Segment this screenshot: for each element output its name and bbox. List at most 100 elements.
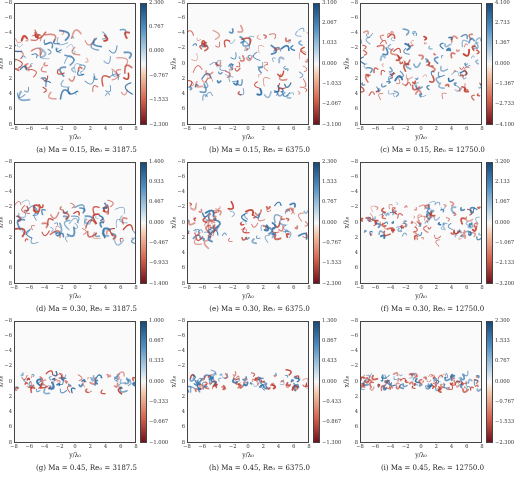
vortex-filament <box>464 87 469 91</box>
x-tick-label: −6 <box>198 444 207 450</box>
vortex-filament <box>263 90 272 99</box>
vortex-filament <box>23 379 26 382</box>
colorbar-tick-label: 3.100 <box>322 0 337 6</box>
vortex-filament <box>263 63 269 72</box>
vortex-filament <box>116 371 125 377</box>
y-tick-label: 0 <box>354 378 358 385</box>
y-tick-label: 6 <box>354 424 358 431</box>
x-tick-label: 4 <box>449 126 454 132</box>
vorticity-field-plot <box>14 3 136 125</box>
vortex-filament <box>380 207 387 214</box>
vortex-filament <box>80 70 84 76</box>
colorbar-tick-label: 2.300 <box>495 317 510 324</box>
vortex-filament <box>195 236 204 242</box>
vortex-filament <box>437 374 444 379</box>
vortex-filament <box>279 379 285 386</box>
vortex-filament <box>437 388 442 394</box>
y-tick-label: −6 <box>4 14 12 21</box>
vortex-filament <box>283 65 287 70</box>
colorbar-tick-label: −2.067 <box>322 101 342 108</box>
x-tick-label: −4 <box>40 126 49 132</box>
vortex-filament <box>39 47 47 59</box>
y-tick-label: −4 <box>350 189 358 195</box>
vortex-filament <box>369 381 374 388</box>
vortex-filament <box>379 54 386 62</box>
vortex-filament <box>425 383 431 390</box>
vortex-filament <box>15 44 23 53</box>
colorbar-tick-label: −1.000 <box>149 439 169 446</box>
vortex-filament <box>404 205 408 208</box>
vortex-filament <box>402 221 407 228</box>
vortex-filament <box>93 382 97 386</box>
y-axis-label: x/λ₀ <box>0 57 5 70</box>
vortex-filament <box>425 58 429 63</box>
vortex-filament <box>381 83 387 88</box>
vortex-filament <box>190 203 197 211</box>
vortex-filament <box>365 33 374 38</box>
y-tick-label: −4 <box>350 30 358 36</box>
colorbar-tick-label: −2.300 <box>322 280 342 287</box>
vortex-filament <box>474 222 478 226</box>
vortex-filament <box>304 87 308 92</box>
vortex-filament <box>423 35 428 41</box>
vortex-filament <box>453 70 457 73</box>
vortex-filament <box>462 229 466 234</box>
y-tick-label: −2 <box>350 45 358 52</box>
vortex-filament <box>399 61 404 65</box>
vortex-filament <box>269 382 275 387</box>
vortex-filament <box>56 379 61 384</box>
vortex-filament <box>362 44 367 50</box>
vortex-filament <box>445 386 450 391</box>
vortex-filament <box>224 70 231 78</box>
vortex-filament <box>77 66 83 72</box>
vortex-filament <box>475 59 479 65</box>
colorbar-tick-label: 1.000 <box>149 317 164 324</box>
vortex-filament <box>28 380 35 387</box>
vortex-filament <box>474 42 479 50</box>
vortex-filament <box>202 217 208 224</box>
vortex-filament <box>450 373 454 378</box>
y-tick-label: −2 <box>4 363 12 370</box>
x-tick-label: 6 <box>465 126 469 132</box>
colorbar-tick-label: −3.200 <box>495 280 515 287</box>
colorbar <box>486 3 493 125</box>
panel-i: −8 −6 −4 −2 0 2 4 6 8 −8 −6 −4 −2 0 2 4 6 8 y/λ₀ x/λ₀ 2.300 1… <box>344 317 519 477</box>
vortex-filament <box>251 238 258 245</box>
vortex-filament <box>433 216 441 221</box>
colorbar-tick-label: 0.000 <box>322 378 337 385</box>
vortex-filament <box>104 92 111 97</box>
y-tick-label: 6 <box>181 424 185 431</box>
y-tick-label: −8 <box>4 0 12 6</box>
vortex-filament <box>41 230 50 237</box>
vortex-filament <box>239 55 245 62</box>
vortex-filament <box>66 44 74 49</box>
y-tick-label: 8 <box>181 439 185 446</box>
vortex-filament <box>377 87 381 93</box>
x-tick-label: −6 <box>371 285 380 291</box>
y-tick-label: 4 <box>181 409 185 415</box>
vortex-filament <box>473 224 478 228</box>
vortex-filament <box>387 43 393 51</box>
vortex-filament <box>25 229 33 239</box>
vortex-filament <box>202 41 207 48</box>
vortex-filament <box>421 380 425 383</box>
vortex-filament <box>98 214 104 222</box>
vortex-filament <box>385 212 390 217</box>
vortex-filament <box>53 39 60 45</box>
vortex-filament <box>404 379 409 384</box>
colorbar <box>313 321 320 443</box>
vortex-filament <box>289 92 295 96</box>
vortex-filament <box>193 238 202 245</box>
vortex-filament <box>383 221 389 225</box>
vortex-filament <box>433 382 437 388</box>
y-tick-label: −2 <box>177 45 185 52</box>
vortex-filament <box>306 31 308 34</box>
vortex-filament <box>299 78 307 88</box>
vortex-filament <box>189 202 197 210</box>
x-tick-label: 6 <box>119 126 123 132</box>
y-axis-label: x/λ₀ <box>343 216 351 229</box>
vortex-filament <box>433 56 439 65</box>
x-tick-label: −6 <box>198 285 207 291</box>
vortex-filament <box>45 370 54 376</box>
y-tick-label: −8 <box>177 317 185 324</box>
